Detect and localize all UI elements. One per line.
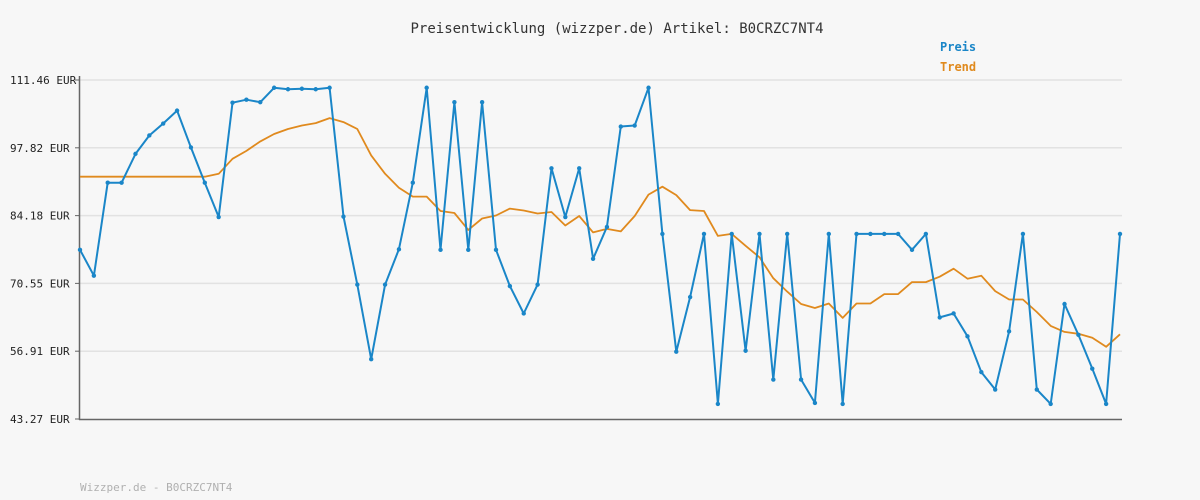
data-point-preis (868, 231, 873, 237)
data-point-preis (1020, 231, 1026, 237)
data-point-preis (674, 349, 679, 354)
data-point-preis (965, 334, 970, 339)
data-point-preis (1076, 332, 1081, 338)
data-point-preis (895, 231, 901, 237)
data-point-preis (91, 273, 97, 278)
data-point-preis (521, 311, 526, 316)
data-point-preis (507, 283, 513, 289)
data-point-preis (244, 97, 249, 102)
data-point-preis (812, 400, 818, 406)
data-point-preis (299, 86, 305, 91)
data-point-preis (701, 231, 707, 237)
y-tick-label: 70.55 EUR (10, 277, 70, 290)
legend-entry-preis: Preis (940, 40, 976, 54)
data-point-preis (1117, 231, 1123, 237)
data-point-preis (77, 247, 83, 253)
data-point-preis (1090, 366, 1095, 371)
data-point-preis (604, 224, 610, 230)
data-point-preis (174, 108, 180, 113)
data-point-preis (882, 231, 887, 237)
data-point-preis (632, 123, 637, 128)
data-point-preis (979, 369, 984, 375)
data-point-preis (826, 231, 831, 237)
data-point-preis (771, 377, 776, 382)
data-point-preis (355, 282, 360, 287)
data-point-preis (105, 180, 110, 185)
data-point-preis (743, 348, 748, 353)
data-point-preis (466, 247, 471, 253)
data-point-preis (424, 85, 429, 90)
data-point-preis (590, 256, 596, 261)
data-point-preis (660, 231, 665, 237)
data-point-preis (577, 166, 582, 171)
legend-entry-trend: Trend (940, 60, 976, 74)
data-point-preis (410, 180, 415, 185)
data-point-preis (396, 247, 402, 252)
data-point-preis (341, 214, 346, 219)
data-point-preis (535, 282, 540, 287)
y-tick-label: 84.18 EUR (10, 210, 70, 223)
data-point-preis (133, 151, 138, 157)
grid-lines (78, 79, 1122, 352)
y-tick-label: 97.82 EUR (10, 142, 70, 155)
data-point-preis (854, 231, 859, 237)
y-tick-label: 43.27 EUR (10, 413, 70, 426)
data-point-preis (382, 282, 388, 287)
data-point-preis (369, 356, 374, 362)
series-line-trend (80, 117, 1121, 348)
data-point-preis (646, 85, 651, 90)
data-point-preis (230, 100, 235, 105)
data-point-preis (729, 231, 734, 237)
data-point-preis (923, 231, 929, 237)
data-point-preis (1034, 387, 1040, 392)
data-point-preis (479, 99, 485, 105)
legend: Preis Trend (940, 40, 976, 74)
data-point-preis (993, 387, 998, 392)
y-tick-label: 56.91 EUR (10, 345, 70, 358)
data-point-preis (147, 133, 152, 138)
data-point-preis (549, 166, 554, 171)
data-point-preis (757, 231, 762, 237)
data-point-preis (798, 377, 804, 382)
data-point-preis (1103, 401, 1109, 407)
data-point-preis (618, 124, 623, 129)
data-point-preis (715, 401, 721, 407)
series-layer (77, 85, 1123, 407)
data-point-preis (258, 99, 263, 105)
data-point-preis (327, 85, 332, 90)
data-point-preis (785, 231, 790, 237)
data-point-preis (188, 145, 194, 150)
data-point-preis (1006, 329, 1012, 334)
data-point-preis (1048, 401, 1053, 407)
data-point-preis (313, 87, 318, 92)
data-point-preis (438, 247, 443, 253)
data-point-preis (951, 311, 956, 316)
chart-title: Preisentwicklung (wizzper.de) Artikel: B… (410, 21, 823, 37)
y-axis-ticks: 111.46 EUR 97.82 EUR 84.18 EUR 70.55 EUR 56.… (10, 74, 80, 426)
data-point-preis (687, 294, 693, 300)
data-point-preis (216, 214, 221, 220)
data-point-preis (285, 87, 291, 92)
y-tick-label: 111.46 EUR (10, 74, 77, 87)
data-point-preis (937, 315, 942, 320)
data-point-preis (493, 247, 499, 253)
data-point-preis (271, 85, 277, 90)
data-point-preis (161, 121, 166, 126)
footer-credit: Wizzper.de - B0CRZC7NT4 (80, 481, 233, 494)
data-point-preis (909, 247, 915, 253)
data-point-preis (1062, 301, 1067, 307)
data-point-preis (563, 214, 568, 220)
data-point-preis (840, 401, 845, 407)
data-point-preis (119, 180, 124, 185)
data-point-preis (452, 99, 457, 105)
data-point-preis (202, 180, 207, 185)
series-line-preis (79, 86, 1121, 405)
